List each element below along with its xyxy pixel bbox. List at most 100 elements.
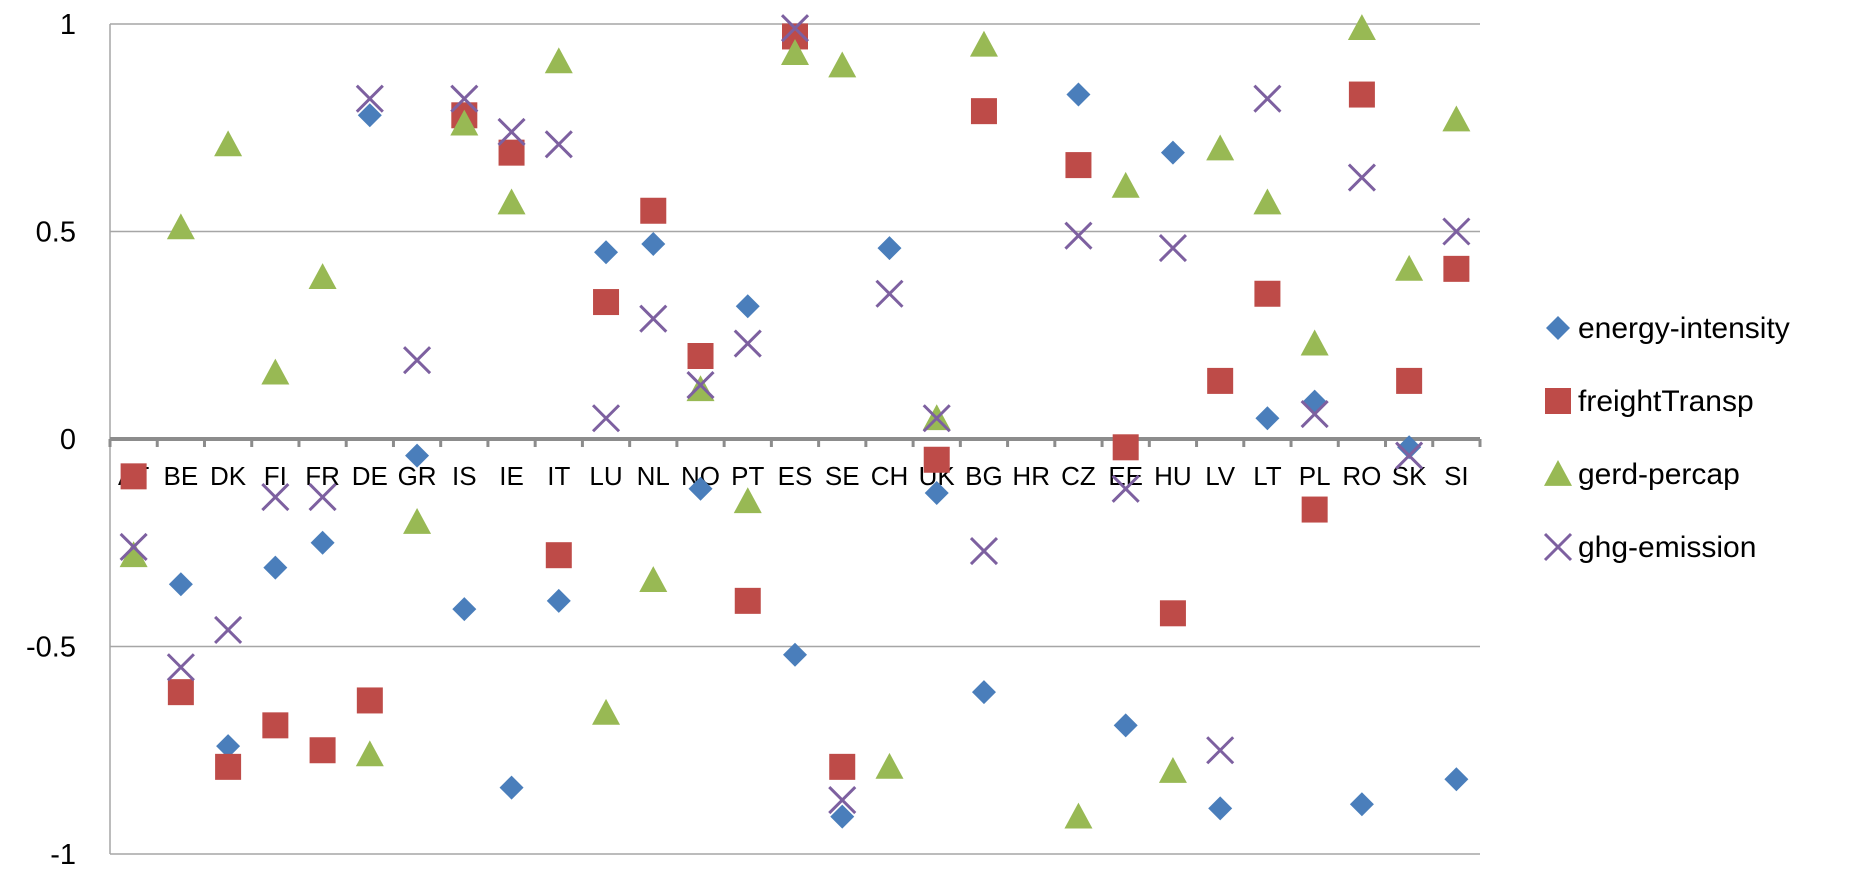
data-point	[970, 98, 997, 125]
data-point	[166, 213, 195, 240]
data-point	[544, 130, 573, 159]
data-point	[1159, 600, 1186, 627]
y-tick-label: 0.5	[36, 217, 76, 249]
data-point	[216, 734, 241, 759]
data-point	[1396, 367, 1423, 394]
data-point	[403, 346, 432, 375]
data-point	[733, 329, 762, 358]
data-point	[308, 483, 337, 512]
data-point	[1442, 217, 1471, 246]
data-point	[308, 263, 337, 290]
x-tick-label: LU	[589, 461, 622, 491]
data-point	[1348, 81, 1375, 108]
x-tick-label: ES	[778, 461, 813, 491]
data-point	[1113, 713, 1138, 738]
data-point	[167, 679, 194, 706]
data-point	[355, 84, 384, 113]
data-point	[1064, 802, 1093, 829]
data-point	[497, 117, 526, 146]
data-point	[1207, 367, 1234, 394]
y-tick-label: 1	[60, 9, 76, 41]
data-point	[1111, 474, 1140, 503]
data-point	[1253, 188, 1282, 215]
x-tick-label: PT	[731, 461, 764, 491]
data-point	[688, 476, 713, 501]
legend-item: freightTransp	[1545, 385, 1754, 418]
x-tick-label: IS	[452, 461, 477, 491]
data-point	[687, 343, 714, 369]
data-point	[1254, 280, 1281, 307]
y-tick-label: -1	[50, 839, 76, 869]
data-point	[1397, 435, 1422, 460]
legend-item: energy-intensity	[1546, 312, 1790, 345]
legend-marker	[1546, 316, 1570, 340]
data-point	[450, 84, 479, 113]
data-point	[119, 541, 148, 568]
data-point	[356, 687, 383, 714]
data-point	[686, 370, 715, 400]
x-tick-label: SK	[1392, 461, 1427, 491]
data-point	[639, 566, 668, 592]
data-point	[1066, 82, 1091, 107]
data-point	[499, 775, 524, 800]
data-point	[1347, 163, 1376, 192]
x-tick-label: DE	[352, 461, 388, 491]
data-point	[214, 130, 243, 157]
data-point	[119, 532, 148, 561]
x-tick-label: IE	[499, 461, 524, 491]
data-point	[544, 47, 573, 74]
data-point	[1064, 221, 1093, 250]
data-point	[497, 188, 526, 215]
data-point	[875, 279, 904, 308]
data-point	[450, 109, 479, 136]
x-tick-label: LT	[1253, 461, 1282, 491]
y-tick-label: -0.5	[26, 632, 76, 664]
data-point	[971, 680, 996, 705]
data-point	[1206, 736, 1235, 765]
legend-label: gerd-percap	[1578, 458, 1740, 491]
x-axis-tick-labels: ATBEDKFIFRDEGRISIEITLUNLNOPTESSECHUKBGHR…	[118, 461, 1469, 491]
x-tick-label: DK	[210, 461, 247, 491]
x-axis	[108, 437, 1482, 447]
data-point	[830, 804, 855, 829]
data-point	[735, 294, 760, 319]
series-freightTransp	[120, 23, 1470, 780]
series-energy-intensity	[168, 82, 1469, 829]
data-point	[828, 51, 857, 78]
data-point	[1208, 796, 1233, 821]
legend-marker	[1544, 460, 1572, 486]
data-point	[215, 753, 242, 780]
data-point	[924, 480, 949, 505]
data-point	[545, 542, 572, 569]
x-tick-label: CZ	[1061, 461, 1096, 491]
data-point	[592, 698, 621, 725]
data-point	[1112, 434, 1139, 461]
data-point	[733, 487, 762, 514]
data-point	[1160, 140, 1185, 165]
x-tick-label: PL	[1299, 461, 1331, 491]
data-point	[828, 785, 857, 815]
series-ghg-emission	[119, 14, 1471, 815]
data-point	[214, 615, 243, 644]
data-point	[969, 30, 998, 57]
data-point	[922, 404, 951, 433]
data-point	[403, 508, 432, 534]
data-point	[877, 236, 902, 261]
data-point	[1443, 255, 1470, 282]
data-point	[1253, 84, 1282, 113]
data-point	[1302, 389, 1327, 414]
legend-item: ghg-emission	[1543, 531, 1756, 564]
x-tick-label: HR	[1012, 461, 1050, 491]
data-point	[923, 446, 950, 473]
x-tick-label: IT	[547, 461, 570, 491]
data-point	[1300, 400, 1329, 429]
x-tick-label: RO	[1342, 461, 1381, 491]
data-point	[498, 139, 525, 166]
x-tick-label: SE	[825, 461, 860, 491]
data-point	[781, 39, 809, 65]
data-point	[1111, 171, 1140, 198]
y-axis-tick-labels: 1 0.5 0 -0.5 -1	[26, 9, 76, 869]
data-point	[1347, 14, 1376, 41]
